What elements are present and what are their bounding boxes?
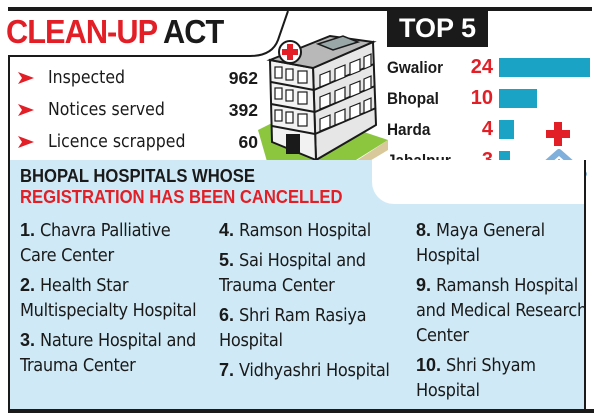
bar — [499, 58, 590, 77]
item-number: 5. — [219, 250, 235, 270]
item-number: 7. — [219, 360, 235, 380]
item-name: Shri Shyam Hospital — [416, 355, 536, 401]
section-title: BHOPAL HOSPITALS WHOSE REGISTRATION HAS … — [20, 165, 343, 207]
bar — [499, 89, 537, 108]
list-item: 9. Ramansh Hospital and Medical Research… — [416, 273, 588, 348]
headline-part2: ACT — [163, 13, 224, 50]
section-title-line2: REGISTRATION HAS BEEN CANCELLED — [20, 186, 343, 207]
top-rule — [8, 7, 592, 11]
item-number: 6. — [219, 305, 235, 325]
list-item: 3. Nature Hospital and Trauma Center — [20, 328, 210, 378]
item-name: Maya General Hospital — [416, 220, 545, 266]
top5-title: TOP 5 — [387, 10, 489, 47]
stat-label: Notices served — [48, 100, 165, 120]
item-number: 4. — [219, 220, 235, 240]
list-item: 7. Vidhyashri Hospital — [219, 358, 409, 383]
stat-value: 392 — [228, 99, 258, 120]
item-name: Chavra Palliative Care Center — [20, 220, 171, 266]
red-cross-icon — [546, 122, 570, 146]
stat-value: 60 — [238, 131, 258, 152]
item-number: 8. — [416, 220, 432, 240]
item-number: 10. — [416, 355, 442, 375]
bar-value: 10 — [470, 87, 493, 109]
bar-row: Bhopal 10 — [387, 83, 597, 114]
item-name: Health Star Multispecialty Hospital — [20, 275, 197, 321]
item-name: Ramansh Hospital and Medical Research Ce… — [416, 275, 587, 346]
hospital-building-icon — [258, 34, 388, 165]
item-name: Sai Hospital and Trauma Center — [219, 250, 366, 296]
bar-city: Gwalior — [387, 57, 444, 77]
item-number: 9. — [416, 275, 432, 295]
stat-row-licence: Licence scrapped 60 — [18, 126, 258, 158]
bar-city: Bhopal — [387, 88, 439, 108]
bar-value: 4 — [481, 118, 493, 140]
panel-cutout — [372, 160, 584, 204]
stat-label: Licence scrapped — [48, 132, 186, 152]
stats-list: Inspected 962 Notices served 392 Licence… — [18, 62, 258, 158]
stat-label: Inspected — [48, 68, 126, 88]
bar-row: Harda 4 — [387, 114, 597, 145]
bar-value: 24 — [470, 56, 493, 78]
stat-row-inspected: Inspected 962 — [18, 62, 258, 94]
list-item: 8. Maya General Hospital — [416, 218, 588, 268]
list-item: 1. Chavra Palliative Care Center — [20, 218, 210, 268]
right-border — [584, 160, 586, 412]
item-name: Shri Ram Rasiya Hospital — [219, 305, 367, 351]
section-title-line1: BHOPAL HOSPITALS WHOSE — [20, 165, 255, 186]
red-arrowhead-icon — [18, 72, 34, 84]
list-item: 4. Ramson Hospital — [219, 218, 409, 243]
list-item: 5. Sai Hospital and Trauma Center — [219, 248, 409, 298]
item-name: Nature Hospital and Trauma Center — [20, 330, 197, 376]
bar — [499, 120, 514, 139]
item-name: Ramson Hospital — [239, 220, 371, 241]
hospital-list-col3: 8. Maya General Hospital 9. Ramansh Hosp… — [416, 218, 588, 408]
red-arrowhead-icon — [18, 136, 34, 148]
stat-row-notices: Notices served 392 — [18, 94, 258, 126]
item-number: 3. — [20, 330, 36, 350]
stat-value: 962 — [228, 67, 258, 88]
hospital-list-col2: 4. Ramson Hospital 5. Sai Hospital and T… — [219, 218, 409, 388]
item-number: 2. — [20, 275, 36, 295]
list-item: 6. Shri Ram Rasiya Hospital — [219, 303, 409, 353]
headline-part1: CLEAN-UP — [6, 13, 158, 50]
item-name: Vidhyashri Hospital — [239, 360, 390, 381]
bar-row: Gwalior 24 — [387, 52, 597, 83]
bar-city: Harda — [387, 119, 431, 139]
hospital-list-col1: 1. Chavra Palliative Care Center 2. Heal… — [20, 218, 210, 383]
red-arrowhead-icon — [18, 104, 34, 116]
list-item: 2. Health Star Multispecialty Hospital — [20, 273, 210, 323]
left-border — [8, 56, 10, 411]
headline: CLEAN-UP ACT — [6, 12, 224, 52]
bottom-border — [8, 409, 594, 413]
item-number: 1. — [20, 220, 36, 240]
list-item: 10. Shri Shyam Hospital — [416, 353, 588, 403]
